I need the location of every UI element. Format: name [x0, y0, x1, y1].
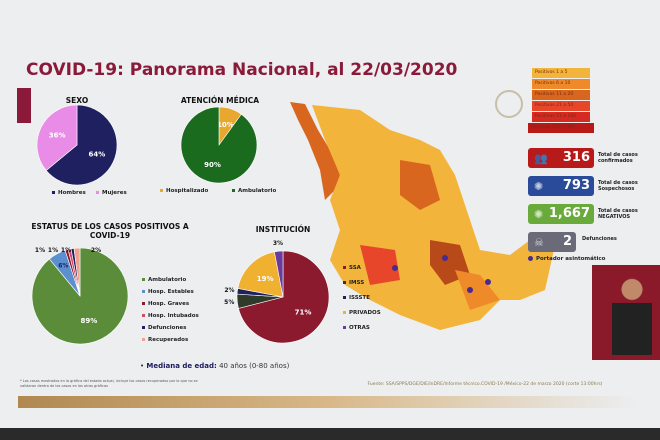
legend-item: ISSSTE: [343, 295, 370, 301]
legend-item: Ambulatorio: [142, 277, 186, 283]
asymptomatic-marker: [442, 255, 448, 261]
data-label: 64%: [89, 150, 106, 158]
stat-value: 1,667: [548, 206, 590, 221]
source-note: Fuente: SSA/SPPS/DGE/DIE/InDRE/Informe t…: [367, 382, 603, 387]
pie-slice-hombres: [45, 104, 118, 186]
legend-item: PRIVADOS: [343, 310, 381, 316]
data-label: 19%: [257, 275, 274, 283]
data-label: 10%: [217, 121, 234, 129]
stat-label: Total de casos Sospechosos: [598, 180, 638, 192]
map-legend-item: Positivos 11 a 20: [532, 90, 590, 100]
legend-item: OTRAS: [343, 325, 370, 331]
legend-item: Hombres: [52, 190, 86, 196]
legend-item: Recuperados: [142, 337, 188, 343]
interpreter-video: [592, 265, 660, 360]
data-label: 2%: [224, 287, 234, 294]
pie-slice-mujeres: [36, 104, 78, 171]
slide: COVID-19: Panorama Nacional, al 22/03/20…: [0, 0, 660, 428]
charts-svg: 64%36%10%90%89%6%1% 1% 1% 2%71%5%2%19%3%: [31, 102, 555, 345]
map-baja-california: [290, 102, 340, 200]
legend-item: Defunciones: [142, 325, 186, 331]
virus-icon: ✺: [534, 180, 544, 193]
stat-value: 2: [562, 234, 572, 249]
data-label: 2%: [91, 247, 101, 254]
people-icon: 👥: [534, 152, 548, 165]
pie-slice-otras: [274, 250, 284, 298]
data-label: 1%: [48, 247, 58, 254]
interpreter: [612, 275, 652, 355]
pie-slice-ssa: [238, 250, 330, 344]
legend-item: SSA: [343, 265, 361, 271]
asymptomatic-marker: [467, 287, 473, 293]
skull-icon: ☠: [534, 236, 544, 249]
data-label: 36%: [49, 132, 66, 140]
chart-title-sexo: SEXO: [65, 96, 89, 105]
asymptomatic-legend: Portador asintomático: [528, 256, 605, 262]
chart-title-institucion: INSTITUCIÓN: [255, 225, 311, 234]
stat-label: Defunciones: [582, 236, 617, 242]
data-label: 90%: [204, 161, 221, 169]
map-legend-item: Positivos 100 a 500: [528, 123, 594, 133]
map-state-jalisco: [360, 245, 400, 285]
map-state-coahuila: [400, 160, 440, 210]
page-title: COVID-19: Panorama Nacional, al 22/03/20…: [26, 60, 458, 80]
legend-item: Mujeres: [96, 190, 127, 196]
footnote: * Los casos mostrados en la gráfica del …: [20, 379, 198, 388]
legend-item: Hosp. Estables: [142, 289, 194, 295]
legend-item: Hosp. Intubados: [142, 313, 199, 319]
footer-band: [18, 396, 638, 408]
stat-card: ✺ 793: [528, 176, 594, 196]
legend-item: Hosp. Graves: [142, 301, 189, 307]
pie-slice-privados: [237, 251, 284, 298]
stat-label: Total de casos confirmados: [598, 152, 638, 164]
data-label: 1%: [61, 247, 71, 254]
map-legend-item: Positivos 51 a 100: [532, 112, 590, 122]
asymptomatic-marker: [485, 279, 491, 285]
pie-slice-recuperados: [73, 247, 81, 297]
stat-label: Total de casos NEGATIVOS: [598, 208, 638, 220]
map-legend-item: Positivos 1 a 5: [532, 68, 590, 78]
chart-title-atencion: ATENCIÓN MÉDICA: [180, 96, 260, 105]
asymptomatic-marker: [392, 265, 398, 271]
data-label: 1%: [35, 247, 45, 254]
stat-value: 793: [562, 178, 590, 193]
seal-logo: [495, 90, 523, 118]
map-legend-item: Positivos 21 a 50: [532, 101, 590, 111]
stat-card: ✺ 1,667: [528, 204, 594, 224]
accent-bar: [17, 88, 31, 123]
data-label: 5%: [224, 299, 234, 306]
map-legend-item: Positivos 6 a 10: [532, 79, 590, 89]
data-label: 89%: [81, 317, 98, 325]
stat-card: ☠ 2: [528, 232, 576, 252]
legend-item: IMSS: [343, 280, 364, 286]
virus-icon: ✺: [534, 208, 544, 221]
legend-item: Ambulatorio: [232, 188, 276, 194]
pie-slice-ambulatorio: [180, 106, 258, 184]
legend-item: Hospitalizado: [160, 188, 208, 194]
data-label: 3%: [273, 240, 283, 247]
map-state-puebla: [455, 270, 500, 310]
stat-card: 👥 316: [528, 148, 594, 168]
data-label: 71%: [295, 309, 312, 317]
chart-title-estatus: ESTATUS DE LOS CASOS POSITIVOS A COVID-1…: [31, 222, 189, 240]
data-label: 6%: [58, 263, 68, 270]
stat-value: 316: [562, 150, 590, 165]
median-age: • Mediana de edad: 40 años (0-80 años): [140, 362, 290, 370]
